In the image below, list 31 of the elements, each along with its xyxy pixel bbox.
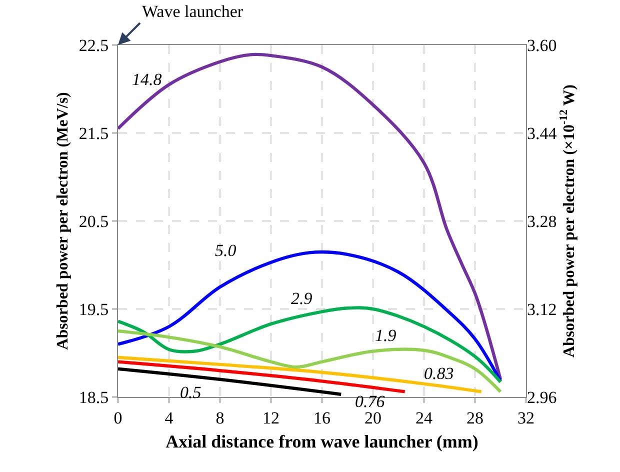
y-tick-label: 21.5	[78, 124, 109, 143]
series-label: 1.9	[375, 326, 397, 345]
series-label: 0.76	[355, 392, 386, 411]
line-series	[118, 52, 502, 381]
series-label: 14.8	[132, 70, 162, 89]
y-tick-label: 19.5	[78, 300, 109, 319]
y-axis-title: Absorbed power per electron (MeV/s)	[54, 92, 72, 350]
y-tick-label: 20.5	[78, 212, 109, 231]
y2-tick-label: 3.44	[527, 124, 558, 143]
line-series	[118, 306, 502, 384]
x-tick-label: 24	[416, 408, 433, 428]
y2-tick-label: 3.60	[527, 36, 557, 55]
x-tick-label: 32	[518, 408, 534, 428]
y-tick-label: 22.5	[78, 36, 109, 55]
y-tick-label: 18.5	[78, 388, 109, 407]
series-label: 0.83	[424, 364, 454, 383]
y2-tick-label: 3.12	[527, 300, 557, 319]
x-tick-label: 20	[364, 408, 382, 428]
y2-tick-label: 3.28	[527, 212, 557, 231]
x-tick-label: 4	[164, 408, 174, 428]
series-label: 2.9	[291, 289, 313, 308]
x-axis-title: Axial distance from wave launcher (mm)	[166, 432, 478, 452]
series-label: 0.5	[180, 383, 202, 402]
series-label: 5.0	[215, 241, 237, 260]
x-tick-label: 8	[216, 408, 224, 428]
x-tick-label: 0	[114, 408, 122, 428]
x-tick-label: 12	[262, 408, 280, 428]
x-tick-label: 16	[314, 408, 330, 428]
text: Wave launcher	[142, 2, 244, 21]
x-tick-label: 28	[466, 408, 484, 428]
y2-tick-label: 2.96	[527, 388, 557, 407]
